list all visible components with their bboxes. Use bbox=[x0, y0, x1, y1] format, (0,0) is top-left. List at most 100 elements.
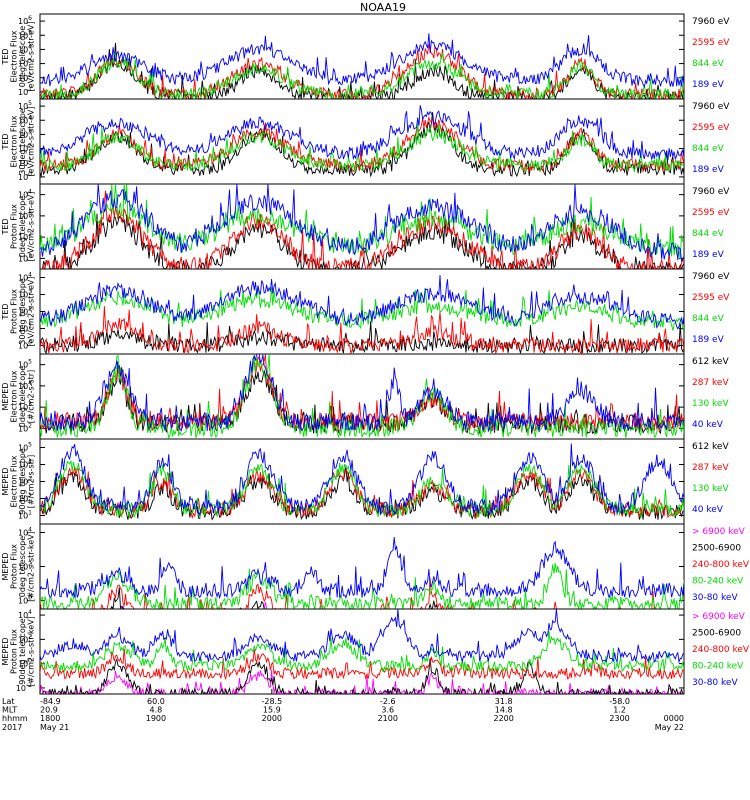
y-tick-base: 10 bbox=[18, 159, 28, 168]
y-label-line: 30deg telescope bbox=[18, 278, 27, 345]
y-label-line: 0deg telescope bbox=[18, 366, 27, 427]
x-tick-label: 20.9 bbox=[40, 706, 58, 715]
x-row-label: hhmm bbox=[2, 714, 28, 723]
panel-frame bbox=[39, 13, 685, 100]
y-tick-base: 10 bbox=[18, 45, 28, 54]
series-line bbox=[40, 609, 684, 664]
y-tick-label: 104 bbox=[18, 272, 32, 283]
legend-entry: 2595 eV bbox=[692, 208, 730, 218]
y-tick-exp: 5 bbox=[28, 359, 32, 366]
y-tick-label: 104 bbox=[18, 609, 32, 620]
y-tick-label: 103 bbox=[18, 401, 32, 412]
series-line bbox=[40, 669, 684, 694]
y-tick-base: 10 bbox=[18, 291, 28, 300]
y-tick-exp: 1 bbox=[28, 252, 32, 259]
legend-entry: 2500-6900 bbox=[692, 544, 741, 554]
y-tick-exp: 2 bbox=[28, 422, 32, 429]
legend-entry: 130 keV bbox=[692, 484, 729, 494]
y-tick-base: 10 bbox=[18, 611, 28, 620]
y-tick-exp: 2 bbox=[28, 561, 32, 568]
legend-entry: 7960 eV bbox=[692, 272, 730, 282]
legend-entry: 30-80 keV bbox=[692, 593, 738, 603]
y-tick-exp: 0 bbox=[28, 658, 32, 665]
y-tick-exp: 0 bbox=[28, 171, 32, 178]
y-label-line: TED bbox=[1, 133, 10, 150]
y-label-line: Proton Flux bbox=[10, 204, 19, 249]
y-tick-base: 10 bbox=[18, 597, 28, 606]
y-label-line: 0deg telescope bbox=[18, 26, 27, 87]
y-label-line: [#/cm2-s-str-keV] bbox=[27, 531, 36, 602]
y-label-line: [#/cm2-s-str] bbox=[27, 455, 36, 508]
legend-entry: 844 eV bbox=[692, 144, 725, 154]
y-label-line: MEPED bbox=[1, 383, 10, 411]
y-tick-label: 102 bbox=[18, 143, 32, 154]
y-tick-exp: 4 bbox=[28, 189, 32, 196]
series-line bbox=[40, 460, 684, 519]
y-tick-exp: 4 bbox=[28, 43, 32, 50]
y-tick-label: 103 bbox=[18, 289, 32, 300]
x-tick-label: 0000 bbox=[664, 714, 684, 723]
y-label-line: Proton Flux bbox=[10, 544, 19, 589]
series-line bbox=[40, 105, 684, 161]
y-tick-exp: 2 bbox=[28, 72, 32, 79]
y-label-line: TED bbox=[1, 48, 10, 65]
y-tick-label: 104 bbox=[18, 527, 32, 538]
y-label-line: [#/cm2-s-str-keV] bbox=[27, 616, 36, 687]
x-tick-label: -2.6 bbox=[380, 697, 396, 706]
legend-entry: 80-240 keV bbox=[692, 577, 744, 587]
y-tick-label: 104 bbox=[18, 459, 32, 470]
y-label-line: 0deg telescope bbox=[18, 196, 27, 257]
legend-entry: > 6900 keV bbox=[692, 527, 746, 537]
y-tick-label: 104 bbox=[18, 43, 32, 54]
y-label-line: [eV/cm2-s-str-eV] bbox=[27, 192, 36, 262]
legend-entry: 287 keV bbox=[692, 463, 729, 473]
y-label-line: MEPED bbox=[1, 638, 10, 666]
series-group bbox=[40, 184, 684, 269]
x-tick-label: 3.6 bbox=[381, 706, 394, 715]
y-label-line: MEPED bbox=[1, 553, 10, 581]
y-label-line: Electron Flux bbox=[10, 30, 19, 82]
y-label-line: TED bbox=[1, 303, 10, 320]
y-tick-label: 103 bbox=[18, 210, 32, 221]
y-tick-base: 10 bbox=[18, 342, 28, 351]
y-axis-label: TED Electron Flux 0deg telescope [eV/cm2-s-… bbox=[1, 22, 36, 92]
legend-entry: 844 eV bbox=[692, 229, 725, 239]
y-tick-base: 10 bbox=[18, 254, 28, 263]
y-tick-base: 10 bbox=[18, 563, 28, 572]
legend-entry: 844 eV bbox=[692, 59, 725, 69]
y-axis-label: MEPED Proton Flux 0deg telescope [#/cm2-s-s… bbox=[1, 531, 36, 602]
y-tick-label: 102 bbox=[18, 493, 32, 504]
y-axis-label: TED Proton Flux 0deg telescope [eV/cm2-s-st… bbox=[1, 192, 36, 262]
y-tick-exp: 3 bbox=[28, 58, 32, 65]
series-line bbox=[40, 354, 684, 439]
y-tick-label: 100 bbox=[18, 340, 32, 351]
y-tick-exp: 2 bbox=[28, 633, 32, 640]
series-line bbox=[40, 184, 684, 263]
y-tick-base: 10 bbox=[18, 478, 28, 487]
y-axis-label: MEPED Electron Flux 0deg telescope [#/cm2-s… bbox=[1, 366, 36, 427]
y-tick-exp: 0 bbox=[28, 595, 32, 602]
series-line bbox=[40, 630, 684, 673]
x-tick-label: 14.8 bbox=[495, 706, 513, 715]
y-axis-label: MEPED Proton Flux 90deg telescope [#/cm2-s-… bbox=[1, 616, 36, 687]
y-tick-label: 102 bbox=[18, 72, 32, 83]
y-tick-base: 10 bbox=[18, 145, 28, 154]
series-line bbox=[40, 275, 684, 330]
legend-entry: 2595 eV bbox=[692, 123, 730, 133]
y-tick-label: 101 bbox=[18, 323, 32, 334]
y-tick-exp: 4 bbox=[28, 527, 32, 534]
x-tick-label: -84.9 bbox=[40, 697, 61, 706]
legend-entry: 80-240 keV bbox=[692, 662, 744, 672]
y-tick-label: 105 bbox=[18, 442, 32, 453]
legend-entry: 130 keV bbox=[692, 399, 729, 409]
x-row-label: Lat bbox=[2, 697, 15, 706]
y-tick-label: 101 bbox=[18, 157, 32, 168]
series-line bbox=[40, 286, 684, 331]
series-group bbox=[40, 275, 684, 354]
y-label-line: Proton Flux bbox=[10, 289, 19, 334]
y-tick-exp: 3 bbox=[28, 128, 32, 135]
